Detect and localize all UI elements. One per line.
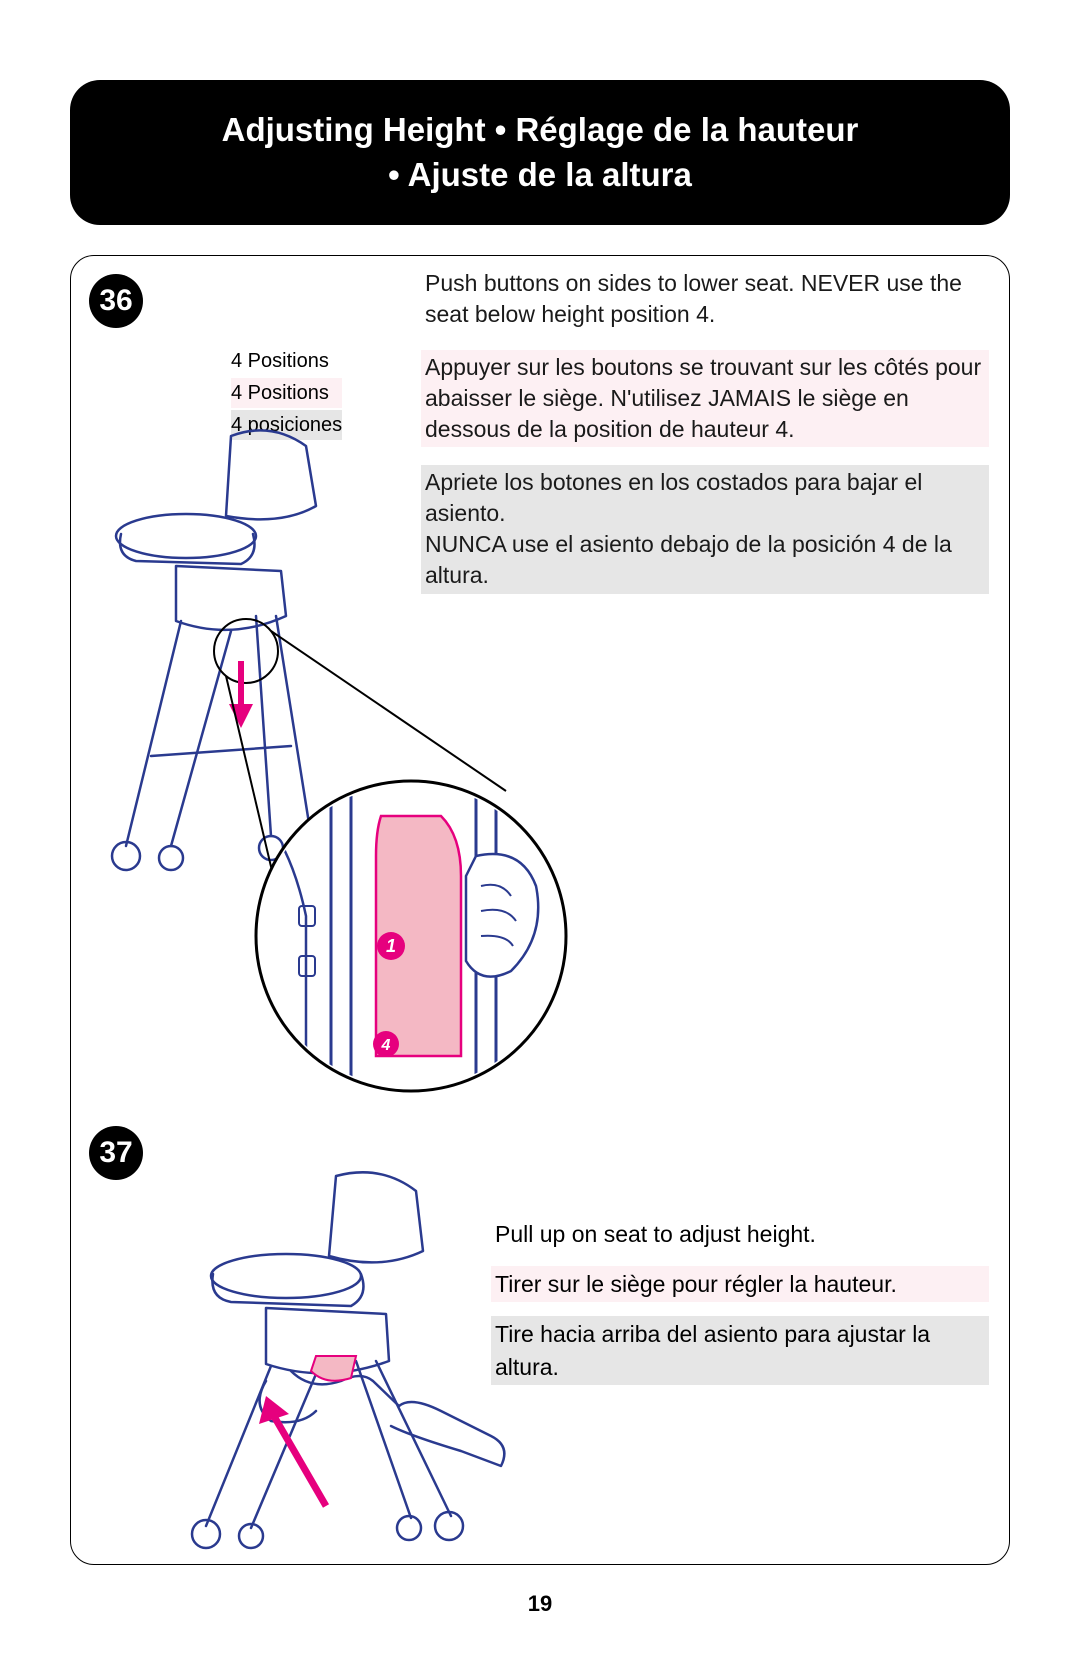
diagram-36-svg: 1 4 — [81, 416, 601, 1136]
step-36-en: Push buttons on sides to lower seat. NEV… — [421, 266, 989, 332]
page-number: 19 — [70, 1591, 1010, 1617]
step-36-badge: 36 — [89, 274, 143, 328]
diagram-37-svg — [151, 1156, 531, 1556]
step-37-number: 37 — [99, 1136, 132, 1170]
positions-fr: 4 Positions — [231, 378, 342, 408]
step-37-fr: Tirer sur le siège pour régler la hauteu… — [491, 1266, 989, 1302]
title-line-1: Adjusting Height • Réglage de la hauteur — [110, 108, 970, 153]
step-37-badge: 37 — [89, 1126, 143, 1180]
step-37-en: Pull up on seat to adjust height. — [491, 1216, 989, 1252]
diagram-37 — [151, 1156, 531, 1556]
positions-en: 4 Positions — [231, 346, 342, 376]
title-line-2: • Ajuste de la altura — [110, 153, 970, 198]
content-frame: 36 4 Positions 4 Positions 4 posiciones … — [70, 255, 1010, 1565]
section-title-banner: Adjusting Height • Réglage de la hauteur… — [70, 80, 1010, 225]
step-37-es: Tire hacia arriba del asiento para ajust… — [491, 1316, 989, 1384]
step-36-number: 36 — [99, 284, 132, 318]
step-37-instructions: Pull up on seat to adjust height. Tirer … — [491, 1216, 989, 1399]
detail-label-1: 1 — [386, 936, 396, 956]
detail-label-4: 4 — [381, 1037, 391, 1054]
diagram-36: 1 4 — [81, 416, 601, 1136]
